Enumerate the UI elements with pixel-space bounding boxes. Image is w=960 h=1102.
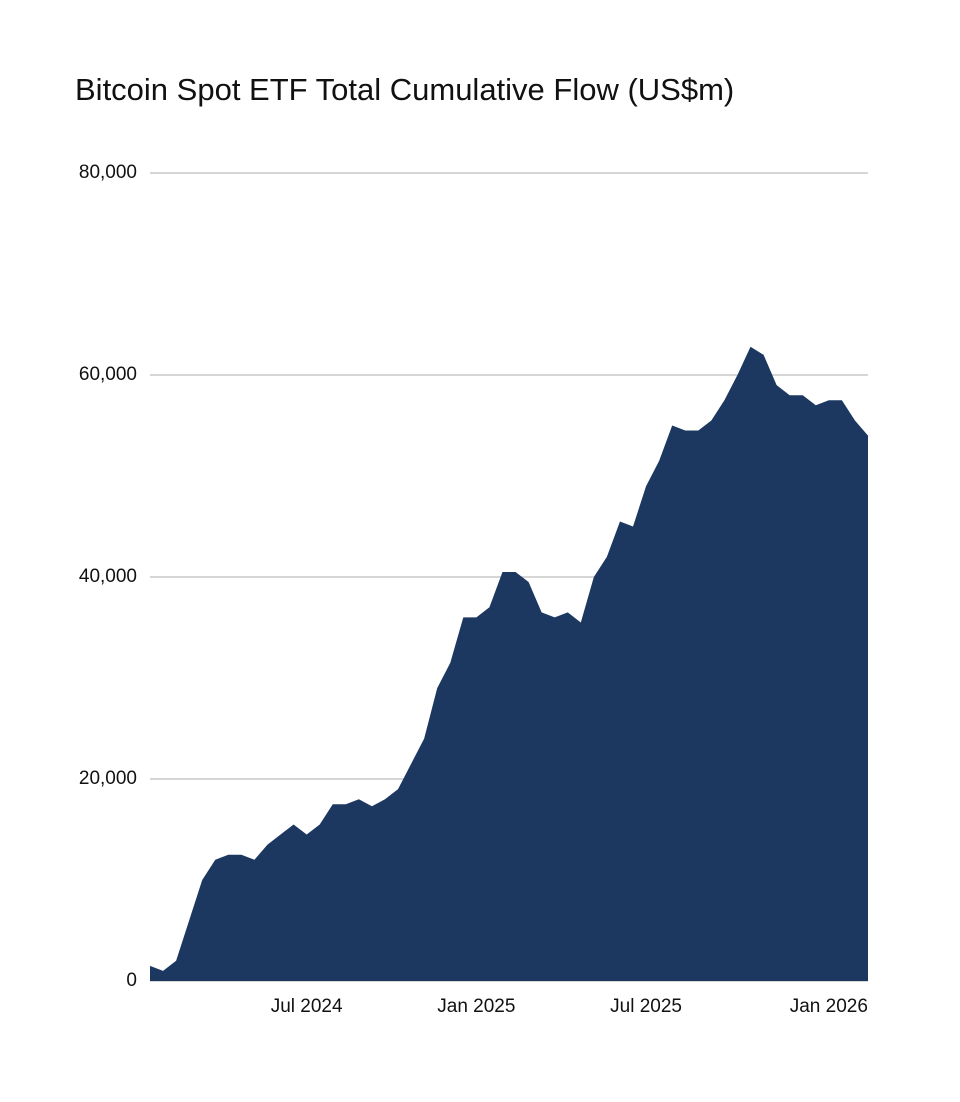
y-tick-label: 80,000: [79, 162, 137, 183]
x-tick-label: Jan 2025: [437, 996, 515, 1017]
y-tick-label: 60,000: [79, 364, 137, 385]
area: [150, 346, 868, 982]
y-tick-label: 40,000: [79, 566, 137, 587]
y-tick-label: 0: [126, 970, 137, 991]
chart-title: Bitcoin Spot ETF Total Cumulative Flow (…: [75, 72, 734, 107]
y-tick-label: 20,000: [79, 768, 137, 789]
x-tick-label: Jul 2025: [610, 996, 682, 1017]
x-tick-label: Jul 2024: [271, 996, 343, 1017]
x-tick-label: Jan 2026: [790, 996, 868, 1017]
